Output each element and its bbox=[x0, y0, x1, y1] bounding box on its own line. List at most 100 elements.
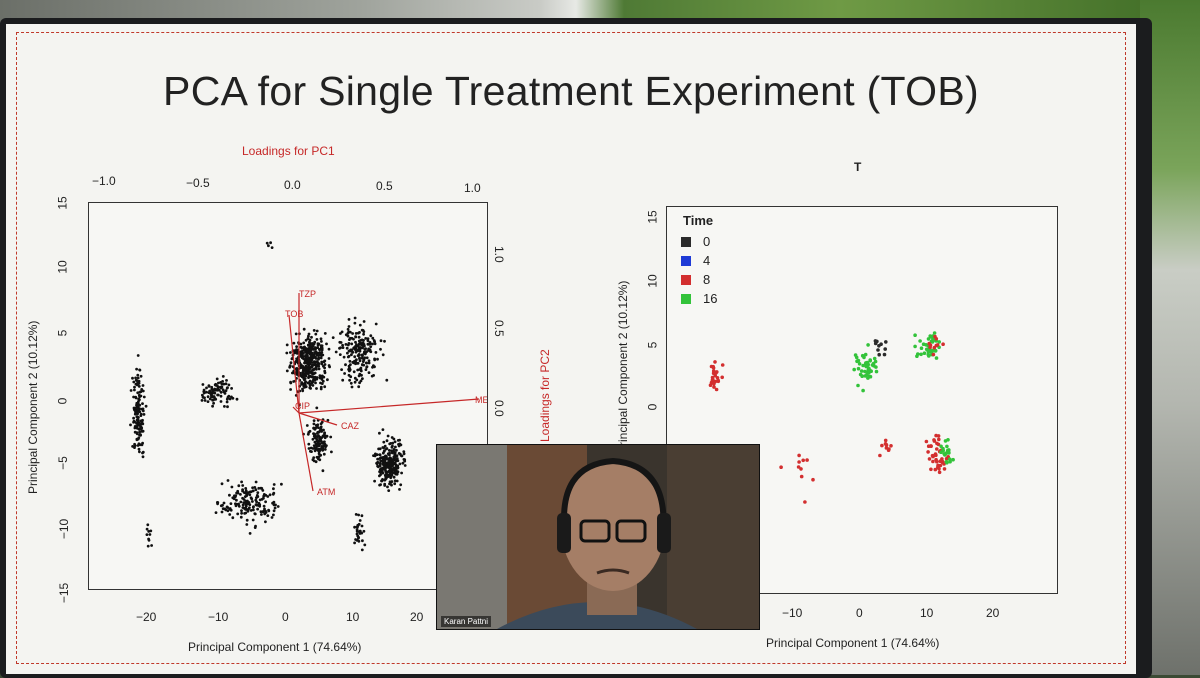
y-tick: −15 bbox=[57, 582, 72, 604]
data-point bbox=[141, 407, 145, 411]
data-point bbox=[219, 385, 223, 389]
data-point bbox=[373, 454, 377, 458]
data-point bbox=[886, 448, 891, 452]
data-point bbox=[207, 385, 211, 388]
data-point bbox=[138, 403, 142, 407]
data-point bbox=[239, 500, 243, 504]
data-point bbox=[385, 465, 389, 469]
data-point bbox=[400, 454, 404, 458]
data-point bbox=[320, 362, 324, 366]
data-point bbox=[219, 390, 223, 394]
data-point bbox=[211, 404, 214, 408]
data-point bbox=[383, 464, 387, 468]
y-tick: 5 bbox=[645, 341, 660, 349]
data-point bbox=[272, 487, 275, 491]
legend-item: 4 bbox=[681, 252, 710, 271]
data-point bbox=[137, 427, 141, 431]
data-point bbox=[362, 358, 366, 362]
data-point bbox=[231, 516, 235, 520]
data-point bbox=[395, 454, 399, 458]
data-point bbox=[260, 513, 263, 516]
data-point bbox=[316, 343, 320, 347]
data-point bbox=[265, 241, 269, 245]
data-point bbox=[390, 436, 394, 439]
data-point bbox=[307, 334, 310, 338]
data-point bbox=[710, 378, 715, 382]
data-point bbox=[141, 451, 144, 455]
data-point bbox=[354, 350, 358, 354]
data-point bbox=[301, 364, 304, 368]
data-point bbox=[362, 332, 365, 336]
data-point bbox=[141, 429, 145, 433]
data-point bbox=[266, 514, 270, 517]
data-point bbox=[383, 467, 387, 471]
data-point bbox=[385, 378, 389, 382]
data-point bbox=[346, 327, 350, 331]
data-point bbox=[139, 419, 143, 423]
data-point bbox=[927, 457, 932, 461]
data-point bbox=[241, 488, 245, 491]
data-point bbox=[220, 510, 224, 514]
data-point bbox=[241, 484, 245, 487]
data-point bbox=[403, 458, 407, 462]
data-point bbox=[320, 360, 324, 364]
data-point bbox=[307, 332, 311, 336]
data-point bbox=[312, 432, 315, 435]
data-point bbox=[918, 339, 922, 343]
data-point bbox=[272, 509, 276, 513]
data-point bbox=[882, 352, 887, 357]
data-point bbox=[272, 500, 276, 504]
data-point bbox=[316, 346, 319, 349]
data-point bbox=[366, 339, 370, 342]
data-point bbox=[803, 500, 807, 504]
data-point bbox=[311, 379, 315, 383]
data-point bbox=[913, 333, 917, 337]
data-point bbox=[307, 381, 310, 384]
loading-label: CIP bbox=[295, 401, 310, 411]
data-point bbox=[356, 354, 360, 357]
data-point bbox=[338, 346, 341, 350]
video-tile[interactable]: Karan Pattni bbox=[436, 444, 760, 630]
data-point bbox=[141, 389, 145, 393]
data-point bbox=[229, 502, 233, 505]
data-point bbox=[311, 371, 314, 375]
data-point bbox=[388, 470, 392, 474]
data-point bbox=[889, 444, 893, 448]
data-point bbox=[365, 365, 369, 368]
data-point bbox=[262, 504, 266, 508]
data-point bbox=[720, 375, 724, 380]
data-point bbox=[362, 320, 366, 323]
data-point bbox=[363, 356, 367, 360]
data-point bbox=[934, 337, 939, 341]
data-point bbox=[378, 453, 382, 456]
data-point bbox=[922, 351, 927, 355]
y-tick: 5 bbox=[55, 329, 70, 337]
data-point bbox=[325, 444, 328, 447]
data-point bbox=[249, 490, 253, 494]
data-point bbox=[323, 366, 326, 370]
data-point bbox=[861, 363, 865, 368]
data-point bbox=[362, 330, 366, 333]
data-point bbox=[334, 350, 338, 354]
data-point bbox=[388, 442, 392, 446]
data-point bbox=[874, 369, 879, 374]
data-point bbox=[262, 509, 266, 513]
data-point bbox=[356, 368, 360, 372]
data-point bbox=[392, 455, 396, 459]
data-point bbox=[353, 321, 357, 325]
data-point bbox=[251, 505, 255, 509]
data-point bbox=[878, 453, 882, 458]
data-point bbox=[353, 541, 356, 545]
data-point bbox=[360, 548, 364, 552]
data-point bbox=[937, 470, 942, 475]
data-point bbox=[367, 361, 371, 365]
data-point bbox=[294, 332, 298, 336]
data-point bbox=[314, 381, 317, 385]
data-point bbox=[232, 497, 236, 501]
data-point bbox=[293, 349, 296, 352]
data-point bbox=[871, 361, 876, 366]
data-point bbox=[338, 353, 342, 356]
data-point bbox=[351, 351, 355, 354]
data-point bbox=[243, 512, 247, 515]
data-point bbox=[362, 343, 366, 346]
